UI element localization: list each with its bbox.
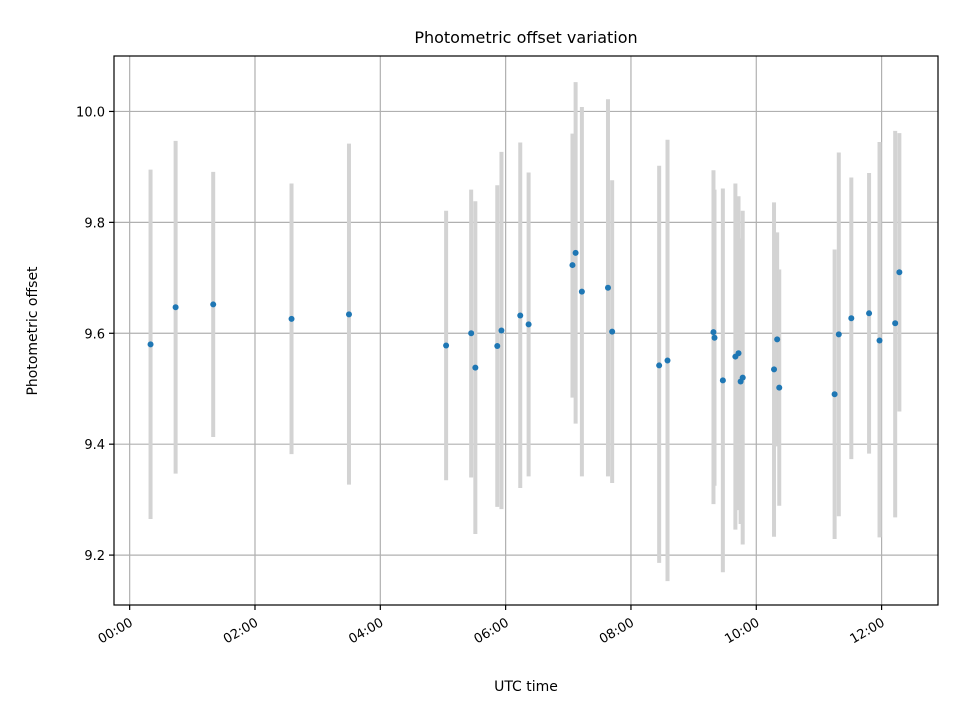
data-point (831, 391, 838, 398)
data-point (147, 341, 154, 348)
y-axis-ticks: 9.2 9.4 9.6 9.8 10.0 (76, 105, 114, 564)
data-point (719, 377, 726, 384)
data-point (892, 320, 899, 327)
data-point (578, 288, 585, 295)
data-point (866, 310, 873, 317)
y-tick-label: 9.8 (84, 216, 105, 231)
data-point (288, 315, 295, 322)
data-points (147, 249, 903, 398)
data-point (210, 301, 217, 308)
data-point (848, 315, 855, 322)
data-point (774, 336, 781, 343)
y-axis-label: Photometric offset (25, 266, 41, 396)
data-point (771, 366, 778, 373)
data-point (776, 384, 783, 391)
data-point (472, 364, 479, 371)
data-point (498, 327, 505, 334)
data-point (572, 249, 579, 256)
data-point (172, 304, 179, 311)
data-point (517, 312, 524, 319)
y-tick-label: 9.6 (84, 327, 105, 342)
data-point (468, 330, 475, 337)
y-tick-label: 9.4 (84, 438, 105, 453)
data-point (896, 269, 903, 276)
data-point (609, 328, 616, 335)
data-point (876, 337, 883, 344)
y-tick-label: 10.0 (76, 105, 105, 120)
grid-lines (114, 56, 938, 605)
data-point (664, 357, 671, 364)
data-point (656, 362, 663, 369)
data-point (835, 331, 842, 338)
chart-title: Photometric offset variation (414, 28, 637, 47)
x-axis-label: UTC time (494, 679, 558, 695)
data-point (443, 342, 450, 349)
data-point (710, 329, 717, 336)
data-point (569, 262, 576, 269)
data-point (604, 284, 611, 291)
plot-frame (113, 55, 939, 606)
y-tick-label: 9.2 (84, 549, 105, 564)
data-point (739, 374, 746, 381)
data-point (525, 321, 532, 328)
data-point (345, 311, 352, 318)
data-point (711, 334, 718, 341)
data-point (494, 343, 501, 350)
data-point (735, 350, 742, 357)
